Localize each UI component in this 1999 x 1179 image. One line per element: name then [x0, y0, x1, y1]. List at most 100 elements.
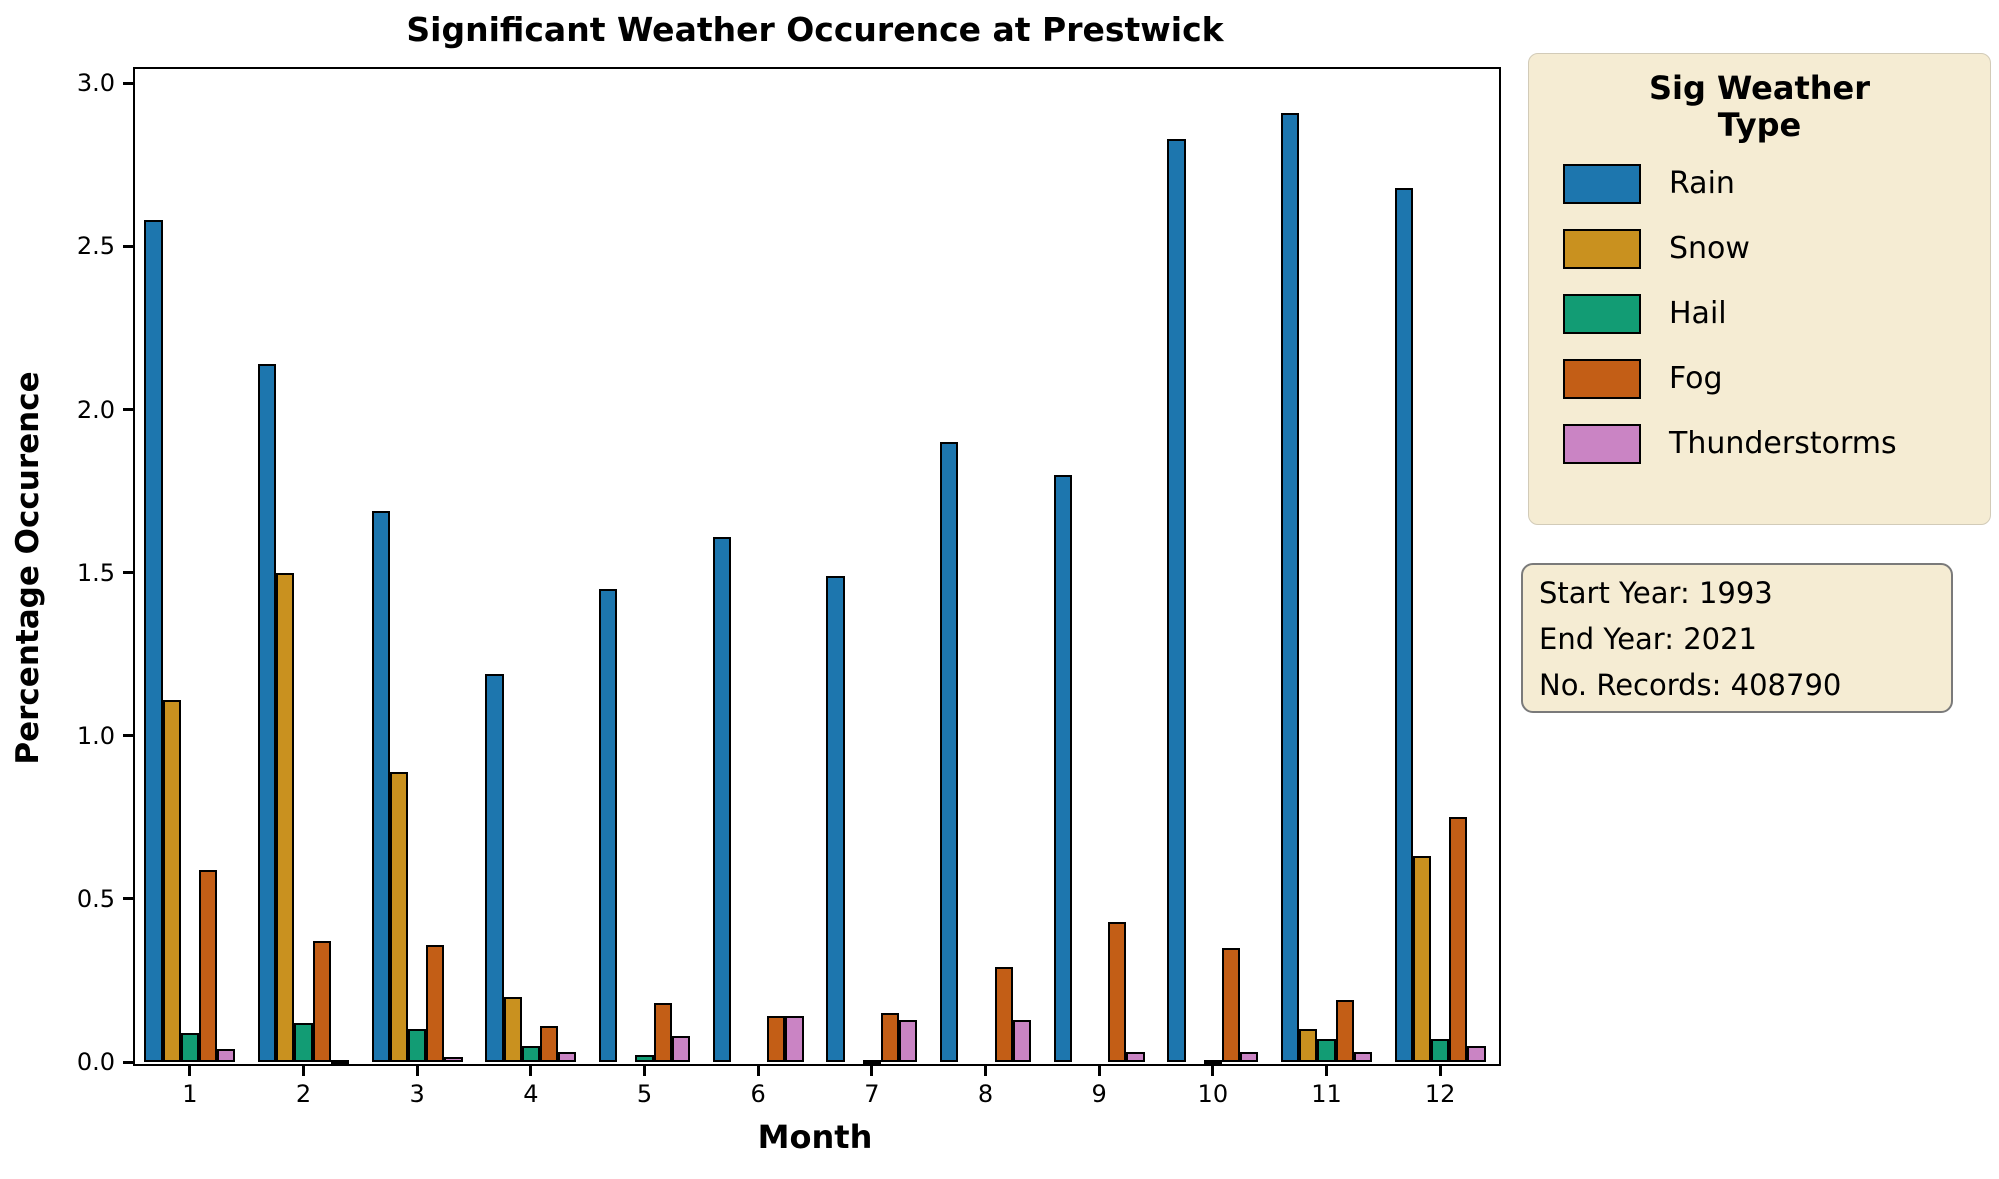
bar-thunderstorms-month-5 — [671, 1035, 690, 1062]
x-tick-label: 7 — [864, 1080, 880, 1108]
bar-thunderstorms-month-8 — [1012, 1019, 1031, 1062]
x-tick-label: 9 — [1091, 1080, 1107, 1108]
y-tick — [123, 1060, 133, 1064]
y-tick — [123, 734, 133, 738]
legend-entry-fog: Fog — [1563, 358, 1990, 399]
bar-snow-month-1 — [162, 699, 181, 1062]
y-tick-label: 0.5 — [76, 884, 115, 913]
legend-entry-snow: Snow — [1563, 228, 1990, 269]
x-tick — [302, 1064, 305, 1076]
y-tick-label: 1.0 — [76, 721, 115, 750]
x-tick — [188, 1064, 192, 1076]
y-axis-label: Percentage Occurence — [10, 371, 46, 765]
bar-hail-month-3 — [408, 1029, 427, 1062]
bar-rain-month-8 — [940, 442, 959, 1062]
x-tick — [1211, 1064, 1215, 1076]
bar-thunderstorms-month-12 — [1467, 1045, 1486, 1062]
legend-swatch-rain — [1563, 163, 1641, 204]
bar-rain-month-1 — [144, 220, 163, 1062]
legend-entry-rain: Rain — [1563, 163, 1990, 204]
bar-fog-month-3 — [426, 944, 445, 1062]
bar-snow-month-4 — [503, 996, 522, 1062]
bar-thunderstorms-month-11 — [1353, 1052, 1372, 1062]
bar-fog-month-9 — [1108, 921, 1127, 1062]
y-tick-label: 0.0 — [76, 1048, 115, 1076]
x-tick-label: 11 — [1311, 1080, 1342, 1108]
info-line-start-year: Start Year: 1993 — [1539, 576, 1773, 610]
y-tick — [123, 571, 133, 575]
y-tick-label: 2.5 — [76, 232, 115, 261]
bar-thunderstorms-month-3 — [444, 1057, 463, 1062]
bar-rain-month-10 — [1167, 138, 1186, 1062]
legend-label: Hail — [1669, 296, 1727, 332]
legend-label: Thunderstorms — [1669, 426, 1897, 462]
x-axis-label: Month — [757, 1118, 873, 1156]
bar-fog-month-8 — [994, 967, 1013, 1062]
legend-swatch-hail — [1563, 293, 1641, 334]
legend-swatch-fog — [1563, 358, 1641, 399]
bar-thunderstorms-month-6 — [785, 1016, 804, 1062]
x-tick — [415, 1064, 419, 1076]
y-tick-label: 3.0 — [76, 69, 115, 98]
bar-rain-month-9 — [1053, 474, 1072, 1062]
bar-thunderstorms-month-2 — [330, 1060, 349, 1065]
x-tick — [870, 1064, 874, 1076]
bar-hail-month-4 — [521, 1045, 540, 1062]
x-tick — [984, 1064, 987, 1076]
x-tick-label: 3 — [409, 1080, 425, 1108]
bar-snow-month-3 — [389, 771, 409, 1062]
bar-fog-month-4 — [539, 1026, 559, 1062]
legend-swatch-snow — [1563, 228, 1641, 269]
legend-label: Snow — [1669, 231, 1750, 267]
x-tick-label: 5 — [636, 1080, 653, 1108]
x-tick-label: 1 — [182, 1080, 198, 1108]
records-info-box: Start Year: 1993 End Year: 2021 No. Reco… — [1521, 563, 1953, 713]
legend-entry-hail: Hail — [1563, 293, 1990, 334]
x-tick — [1325, 1064, 1328, 1076]
bar-fog-month-6 — [767, 1016, 786, 1062]
y-tick — [123, 81, 133, 85]
plot-area — [133, 67, 1501, 1066]
chart-title: Significant Weather Occurence at Prestwi… — [406, 10, 1224, 49]
info-line-end-year: End Year: 2021 — [1539, 622, 1758, 656]
x-tick-label: 2 — [295, 1080, 312, 1108]
legend-label: Rain — [1669, 166, 1735, 202]
bar-rain-month-11 — [1281, 112, 1300, 1062]
bar-thunderstorms-month-9 — [1126, 1052, 1145, 1062]
x-tick — [756, 1064, 760, 1076]
bar-thunderstorms-month-10 — [1240, 1052, 1259, 1062]
legend-label: Fog — [1669, 361, 1723, 397]
bar-hail-month-11 — [1317, 1039, 1336, 1062]
bar-snow-month-12 — [1412, 856, 1432, 1062]
y-tick — [123, 244, 133, 248]
bar-hail-month-12 — [1431, 1039, 1450, 1062]
bar-rain-month-4 — [485, 673, 504, 1062]
bar-thunderstorms-month-4 — [558, 1052, 577, 1062]
bar-fog-month-7 — [880, 1013, 900, 1062]
y-tick-label: 1.5 — [76, 558, 115, 587]
legend-entry-thunderstorms: Thunderstorms — [1563, 423, 1990, 464]
bar-snow-month-2 — [276, 572, 295, 1062]
bar-rain-month-5 — [599, 588, 618, 1062]
bar-fog-month-1 — [198, 869, 218, 1062]
bar-fog-month-12 — [1449, 817, 1468, 1062]
bar-hail-month-7 — [862, 1060, 881, 1065]
bar-fog-month-2 — [312, 941, 331, 1062]
legend-entries: Rain Snow Hail Fog Thunderstorms — [1563, 163, 1990, 464]
bar-hail-month-2 — [294, 1022, 313, 1062]
bar-thunderstorms-month-7 — [899, 1019, 918, 1062]
x-tick-label: 12 — [1424, 1080, 1456, 1108]
legend-title: Sig Weather Type — [1648, 69, 1871, 144]
bar-snow-month-11 — [1299, 1029, 1318, 1062]
y-tick — [123, 408, 133, 412]
y-tick — [123, 897, 133, 901]
x-tick — [529, 1064, 533, 1076]
bar-fog-month-11 — [1335, 1000, 1354, 1062]
bar-hail-month-1 — [180, 1032, 199, 1062]
weather-type-legend: Sig Weather Type Rain Snow Hail Fog Thunders… — [1528, 53, 1991, 525]
bar-rain-month-12 — [1394, 187, 1413, 1062]
bar-thunderstorms-month-1 — [217, 1048, 236, 1062]
x-tick — [643, 1064, 646, 1076]
bar-fog-month-10 — [1221, 947, 1241, 1062]
